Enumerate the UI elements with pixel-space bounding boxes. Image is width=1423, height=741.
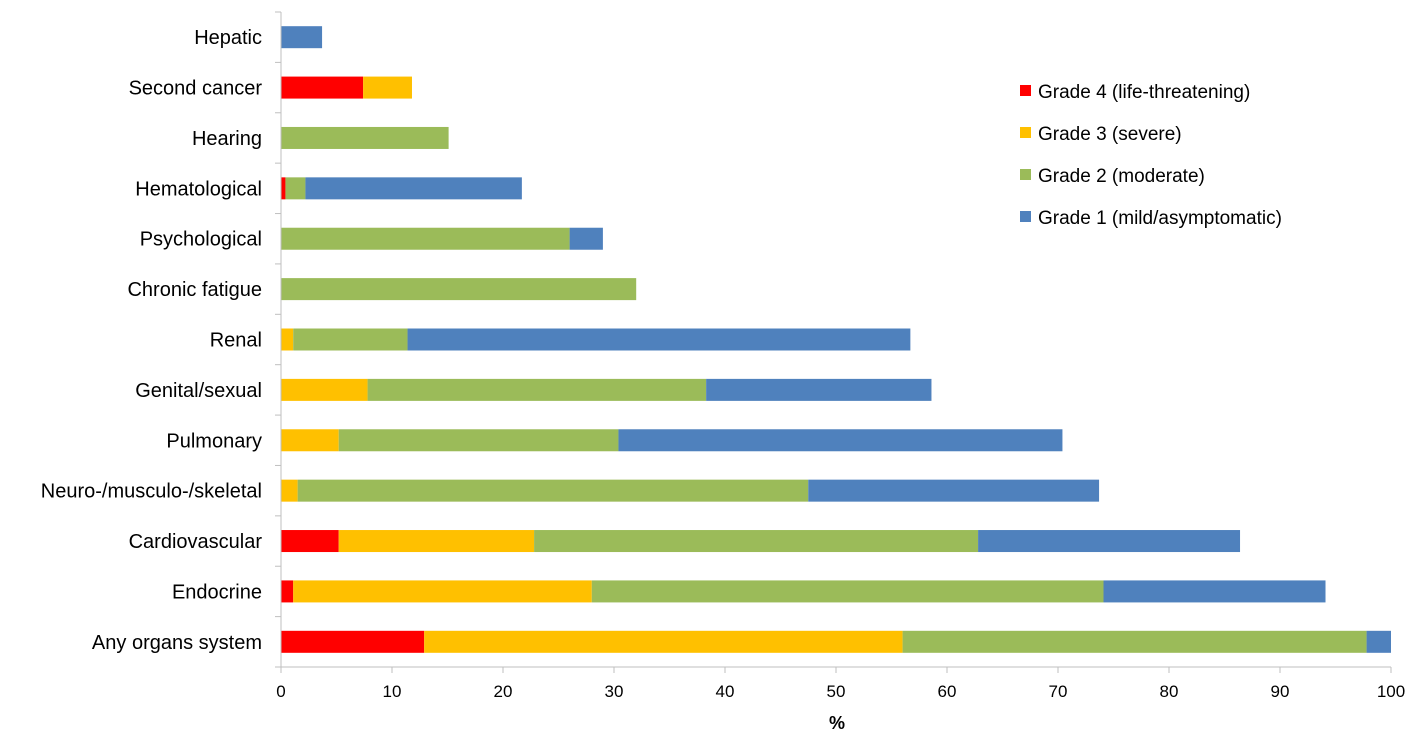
bar-segment-renal-grade-2 [293,328,408,351]
category-label: Second cancer [129,78,263,100]
category-label: Renal [210,330,262,352]
category-label: Genital/sexual [135,380,262,402]
bar-segment-endocrine-grade-4 [281,580,294,603]
bar-segment-genital-sexual-grade-1 [706,378,932,401]
bar-segment-chronic-fatigue-grade-2 [281,278,637,301]
category-label: Hepatic [194,27,262,49]
legend-label: Grade 2 (moderate) [1038,166,1205,187]
legend-swatch [1020,169,1031,180]
legend-label: Grade 1 (mild/asymptomatic) [1038,208,1282,229]
x-tick-label: 30 [605,682,624,701]
x-axis-title: % [829,713,845,733]
x-tick-label: 50 [827,682,846,701]
category-label: Any organs system [92,632,262,654]
bar-segment-any-organs-system-grade-3 [424,630,903,653]
legend-swatch [1020,85,1031,96]
bar-segment-cardiovascular-grade-3 [338,530,535,553]
x-tick-label: 20 [494,682,513,701]
x-tick-label: 0 [276,682,285,701]
legend-label: Grade 3 (severe) [1038,124,1182,145]
bar-segment-hearing-grade-2 [281,126,449,149]
x-tick-label: 40 [716,682,735,701]
bar-segment-endocrine-grade-2 [591,580,1104,603]
bar-segment-hematological-grade-1 [305,177,522,200]
category-label: Cardiovascular [129,531,263,553]
category-labels: Hepatic Second cancer Hearing Hematological… [41,27,263,654]
bar-segment-hepatic-grade-1 [281,26,323,49]
x-tick-label: 60 [938,682,957,701]
category-label: Endocrine [172,581,262,603]
bar-segment-genital-sexual-grade-3 [281,378,368,401]
bar-segment-pulmonary-grade-3 [281,429,339,452]
bar-segment-renal-grade-1 [407,328,911,351]
category-label: Pulmonary [166,430,262,452]
bar-segment-psychological-grade-1 [569,227,603,250]
x-tick-label: 10 [383,682,402,701]
bar-segment-any-organs-system-grade-2 [902,630,1367,653]
x-tick-labels: 0 10 20 30 40 50 60 70 80 90 100 [276,682,1405,701]
bar-segment-hematological-grade-2 [285,177,306,200]
category-label: Chronic fatigue [127,279,262,301]
bar-segment-pulmonary-grade-1 [618,429,1063,452]
bar-segment-endocrine-grade-1 [1103,580,1326,603]
axes-group [275,11,1392,673]
bar-segment-hematological-grade-4 [281,177,286,200]
bar-segment-second-cancer-grade-4 [281,76,364,99]
bar-segment-renal-grade-3 [281,328,294,351]
category-label: Psychological [140,229,262,251]
bars-group [281,26,1391,653]
x-tick-label: 90 [1271,682,1290,701]
bar-segment-cardiovascular-grade-4 [281,530,339,553]
legend: Grade 4 (life-threatening) Grade 3 (sever… [1020,82,1282,229]
legend-label: Grade 4 (life-threatening) [1038,82,1250,103]
bar-segment-neuro-musculo-skeletal-grade-1 [808,479,1100,502]
bar-segment-cardiovascular-grade-1 [978,530,1241,553]
bar-segment-endocrine-grade-3 [293,580,592,603]
bar-segment-neuro-musculo-skeletal-grade-3 [281,479,298,502]
bar-segment-genital-sexual-grade-2 [367,378,707,401]
category-label: Hearing [192,128,262,150]
legend-swatch [1020,127,1031,138]
bar-segment-neuro-musculo-skeletal-grade-2 [297,479,809,502]
x-tick-label: 100 [1377,682,1405,701]
bar-segment-any-organs-system-grade-1 [1366,630,1391,653]
bar-segment-second-cancer-grade-3 [363,76,412,99]
bar-segment-cardiovascular-grade-2 [534,530,979,553]
x-tick-label: 80 [1160,682,1179,701]
legend-swatch [1020,211,1031,222]
bar-segment-psychological-grade-2 [281,227,570,250]
bar-segment-any-organs-system-grade-4 [281,630,425,653]
category-label: Neuro-/musculo-/skeletal [41,481,262,503]
x-tick-label: 70 [1049,682,1068,701]
category-label: Hematological [135,178,262,200]
bar-segment-pulmonary-grade-2 [338,429,619,452]
